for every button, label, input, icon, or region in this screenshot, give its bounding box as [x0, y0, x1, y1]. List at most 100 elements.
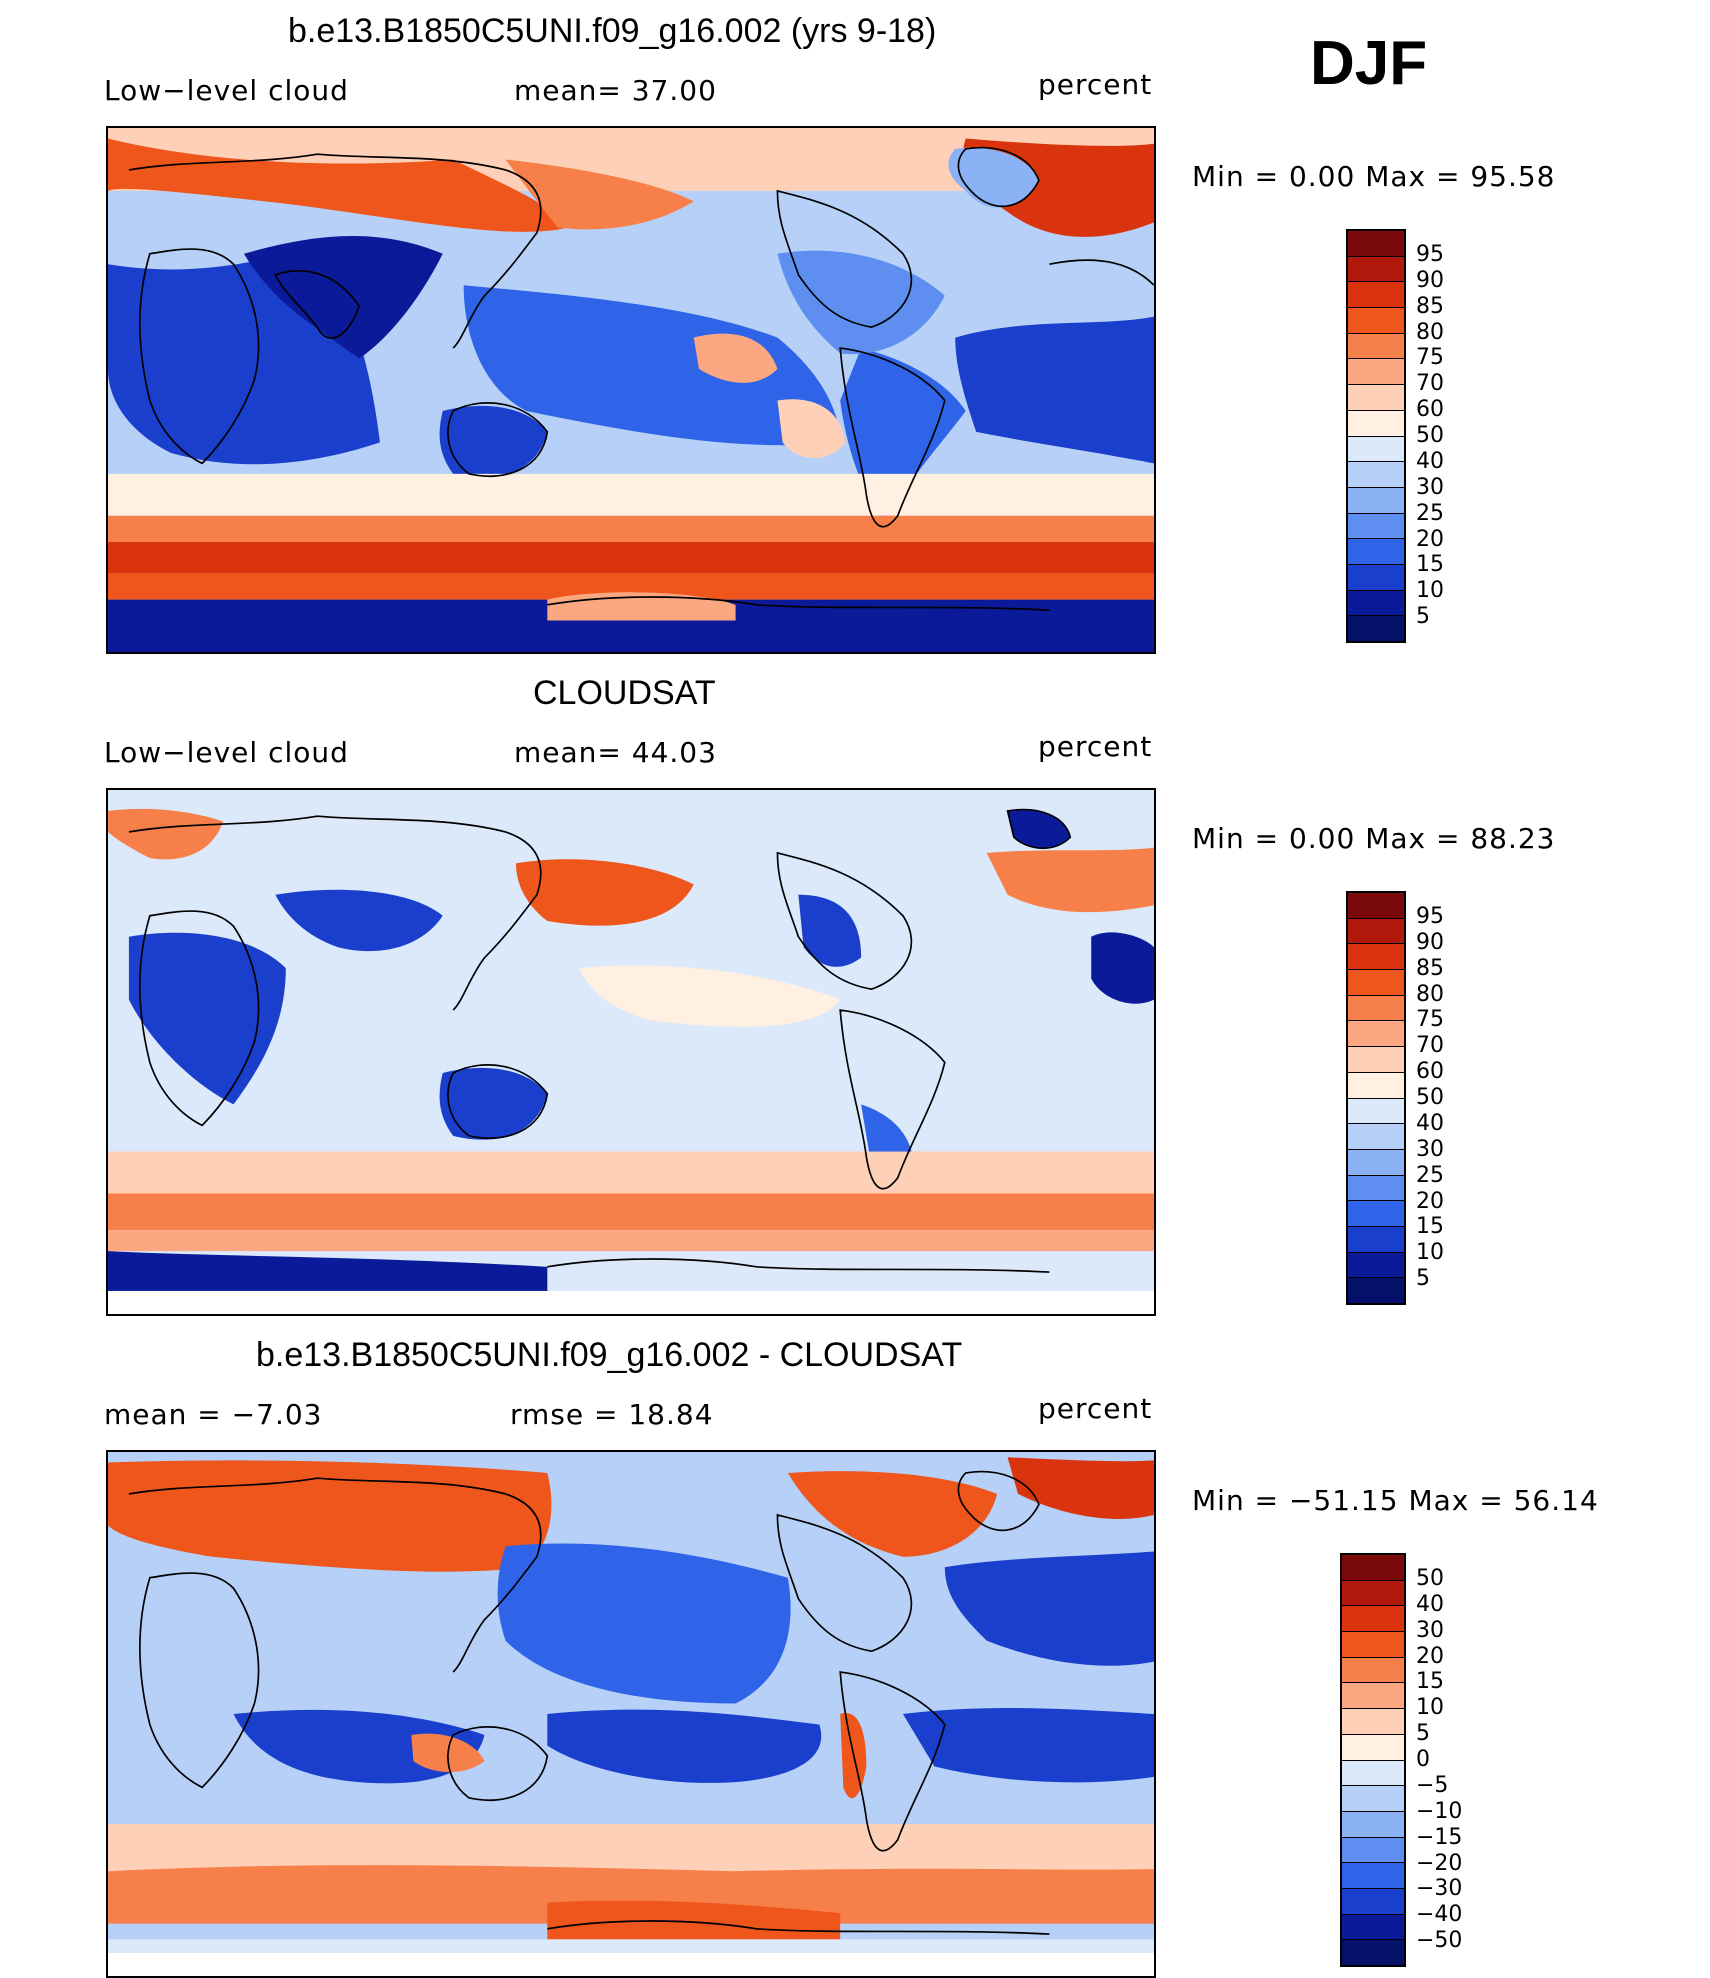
panel1-colorbar-ticks: 95 90 85 80 75 70 60 50 40 30 25 20 15 1… — [1416, 229, 1476, 643]
colorbar-swatch — [1348, 513, 1404, 540]
colorbar-tick-label: −5 — [1416, 1772, 1449, 1798]
colorbar-swatch — [1342, 1811, 1404, 1838]
panel3-map — [106, 1450, 1156, 1978]
colorbar-swatch — [1348, 1252, 1404, 1279]
colorbar-swatch — [1348, 564, 1404, 591]
colorbar-tick-label: −30 — [1416, 1876, 1463, 1902]
colorbar-tick-label: 95 — [1416, 241, 1444, 267]
colorbar-tick-label: 20 — [1416, 1643, 1444, 1669]
colorbar-swatch — [1342, 1657, 1404, 1684]
colorbar-swatch — [1348, 1072, 1404, 1099]
colorbar-tick-label: 80 — [1416, 981, 1444, 1007]
colorbar-swatch — [1348, 1278, 1404, 1303]
panel2-title: CLOUDSAT — [533, 674, 716, 712]
colorbar-tick-label: 50 — [1416, 1565, 1444, 1591]
panel2-minmax: Min = 0.00 Max = 88.23 — [1192, 822, 1556, 855]
colorbar-tick-label: 90 — [1416, 929, 1444, 955]
panel2-mean-label: mean= 44.03 — [514, 736, 717, 769]
colorbar-tick-label: 95 — [1416, 903, 1444, 929]
coastlines — [128, 1470, 1050, 1935]
colorbar-tick-label: 40 — [1416, 1110, 1444, 1136]
colorbar-tick-label: 60 — [1416, 397, 1444, 423]
panel2-map — [106, 788, 1156, 1316]
colorbar-tick-label: 15 — [1416, 1214, 1444, 1240]
colorbar-swatch — [1342, 1683, 1404, 1710]
colorbar-tick-label: 30 — [1416, 1136, 1444, 1162]
colorbar-swatch — [1342, 1786, 1404, 1812]
colorbar-tick-label: −20 — [1416, 1850, 1463, 1876]
region-n-pacific-obs — [515, 859, 694, 926]
panel2-colorbar — [1346, 891, 1406, 1305]
colorbar-tick-label: 25 — [1416, 500, 1444, 526]
colorbar-tick-label: 75 — [1416, 1007, 1444, 1033]
no-data-strip — [108, 1290, 1154, 1314]
region-n-atlantic-obs — [986, 847, 1154, 913]
region-atlantic-trop — [955, 316, 1154, 464]
colorbar-tick-label: 30 — [1416, 1617, 1444, 1643]
region-eurasia-pos — [108, 1460, 552, 1572]
colorbar-swatch — [1342, 1837, 1404, 1864]
colorbar-tick-label: 5 — [1416, 1266, 1430, 1292]
colorbar-tick-label: 75 — [1416, 345, 1444, 371]
colorbar-swatch — [1348, 436, 1404, 463]
antarctica — [108, 599, 1154, 652]
panel3-colorbar — [1340, 1553, 1406, 1967]
colorbar-swatch — [1348, 1226, 1404, 1253]
colorbar-swatch — [1348, 1149, 1404, 1176]
colorbar-swatch — [1348, 308, 1404, 334]
no-data-strip — [108, 1952, 1154, 1976]
panel1-map-canvas — [108, 128, 1154, 652]
colorbar-tick-label: −15 — [1416, 1824, 1463, 1850]
colorbar-swatch — [1348, 1124, 1404, 1150]
colorbar-swatch — [1348, 487, 1404, 514]
region-australia — [439, 405, 548, 478]
colorbar-swatch — [1342, 1888, 1404, 1915]
colorbar-tick-label: 10 — [1416, 578, 1444, 604]
colorbar-tick-label: 50 — [1416, 1085, 1444, 1110]
colorbar-tick-label: 30 — [1416, 474, 1444, 500]
colorbar-swatch — [1348, 944, 1404, 971]
panel2-colorbar-ticks: 95 90 85 80 75 70 60 50 40 30 25 20 15 1… — [1416, 891, 1476, 1305]
panel3-map-canvas — [108, 1452, 1154, 1976]
colorbar-swatch — [1348, 539, 1404, 565]
panel3-colorbar-ticks: 50 40 30 20 15 10 5 0 −5 −10 −15 −20 −30… — [1416, 1553, 1496, 1967]
colorbar-tick-label: 20 — [1416, 526, 1444, 552]
colorbar-tick-label: −10 — [1416, 1798, 1463, 1824]
coastlines — [128, 146, 1154, 611]
region-pacific-east — [578, 965, 841, 1027]
band-s-ocean2 — [108, 541, 1154, 574]
colorbar-tick-label: 20 — [1416, 1188, 1444, 1214]
region-stratocu-ca — [693, 333, 778, 383]
colorbar-swatch — [1348, 1047, 1404, 1073]
colorbar-tick-label: 5 — [1416, 604, 1430, 630]
colorbar-tick-label: 5 — [1416, 1721, 1430, 1747]
panel3-mean-label: mean = −7.03 — [104, 1398, 323, 1431]
colorbar-swatch — [1342, 1940, 1404, 1965]
colorbar-swatch — [1348, 590, 1404, 617]
region-s-atl-neg — [902, 1707, 1154, 1783]
greenland — [948, 147, 1039, 208]
colorbar-swatch — [1342, 1863, 1404, 1889]
colorbar-swatch — [1348, 918, 1404, 945]
panel2-variable-label: Low−level cloud — [104, 736, 349, 769]
region-arctic-atl — [1007, 1457, 1154, 1519]
band-s-mid — [108, 1151, 1154, 1194]
region-australia-obs — [439, 1067, 548, 1140]
colorbar-tick-label: 10 — [1416, 1240, 1444, 1266]
panel1-title: b.e13.B1850C5UNI.f09_g16.002 (yrs 9-18) — [288, 12, 937, 50]
antarctica — [108, 1251, 548, 1294]
colorbar-swatch — [1342, 1606, 1404, 1633]
colorbar-tick-label: 85 — [1416, 955, 1444, 981]
region-w-europe — [108, 808, 224, 860]
colorbar-swatch — [1348, 231, 1404, 257]
region-pacific-trop — [463, 285, 841, 446]
panel1-colorbar — [1346, 229, 1406, 643]
region-na-pos — [787, 1471, 998, 1557]
colorbar-tick-label: 90 — [1416, 267, 1444, 293]
panel3-rmse-label: rmse = 18.84 — [510, 1398, 714, 1431]
coastlines — [128, 808, 1072, 1273]
colorbar-swatch — [1342, 1734, 1404, 1761]
colorbar-swatch — [1348, 385, 1404, 411]
colorbar-tick-label: 0 — [1416, 1747, 1430, 1772]
region-asia-obs — [275, 889, 443, 952]
